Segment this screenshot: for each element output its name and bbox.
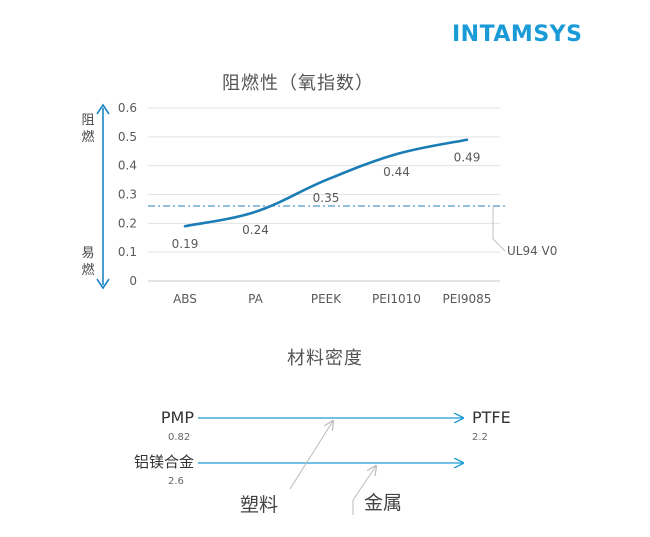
flame-retardant-label: 燃 [81,129,94,145]
up-arrowhead [96,103,110,115]
data-label: 0.35 [313,191,340,205]
data-label: 0.24 [242,223,269,237]
x-tick-label: PEEK [311,292,342,306]
pmp-value: 0.82 [168,432,190,443]
reference-leader-line [492,206,506,252]
x-tick-label: PA [248,292,263,306]
al-mg-alloy-value: 2.6 [168,476,184,487]
flammable-label: 燃 [81,262,94,278]
y-tick-label: 0.2 [118,216,137,230]
metal-callout: 金属 [364,492,402,514]
oxygen-index-line [183,138,469,228]
y-tick-label: 0.1 [118,245,137,259]
density-title: 材料密度 [287,348,363,369]
y-tick-label: 0 [129,274,137,288]
y-tick-label: 0.4 [118,159,137,173]
data-label: 0.19 [172,237,199,251]
intamsys-logo: INTAMSYS [452,22,583,47]
flammable-label: 易 [81,246,94,261]
y-tick-label: 0.6 [118,101,137,115]
plastic-callout: 塑料 [240,494,278,516]
y-tick-label: 0.5 [118,130,137,144]
x-tick-label: PEI1010 [372,292,421,306]
chart-title: 阻燃性（氧指数） [222,73,374,94]
data-label: 0.44 [383,165,410,179]
ptfe-label: PTFE [472,408,511,427]
metal-pointer [352,466,376,501]
data-label: 0.49 [454,151,481,165]
pmp-label: PMP [161,408,194,427]
x-tick-label: PEI9085 [443,292,492,306]
ptfe-value: 2.2 [472,432,488,443]
y-tick-label: 0.3 [118,188,137,202]
x-tick-label: ABS [173,292,197,306]
flame-retardant-label: 阻 [81,113,94,128]
reference-label: UL94 V0 [507,244,557,258]
al-mg-alloy-label: 铝镁合金 [134,453,194,471]
down-arrowhead [96,278,110,290]
plastic-pointer [289,421,333,490]
